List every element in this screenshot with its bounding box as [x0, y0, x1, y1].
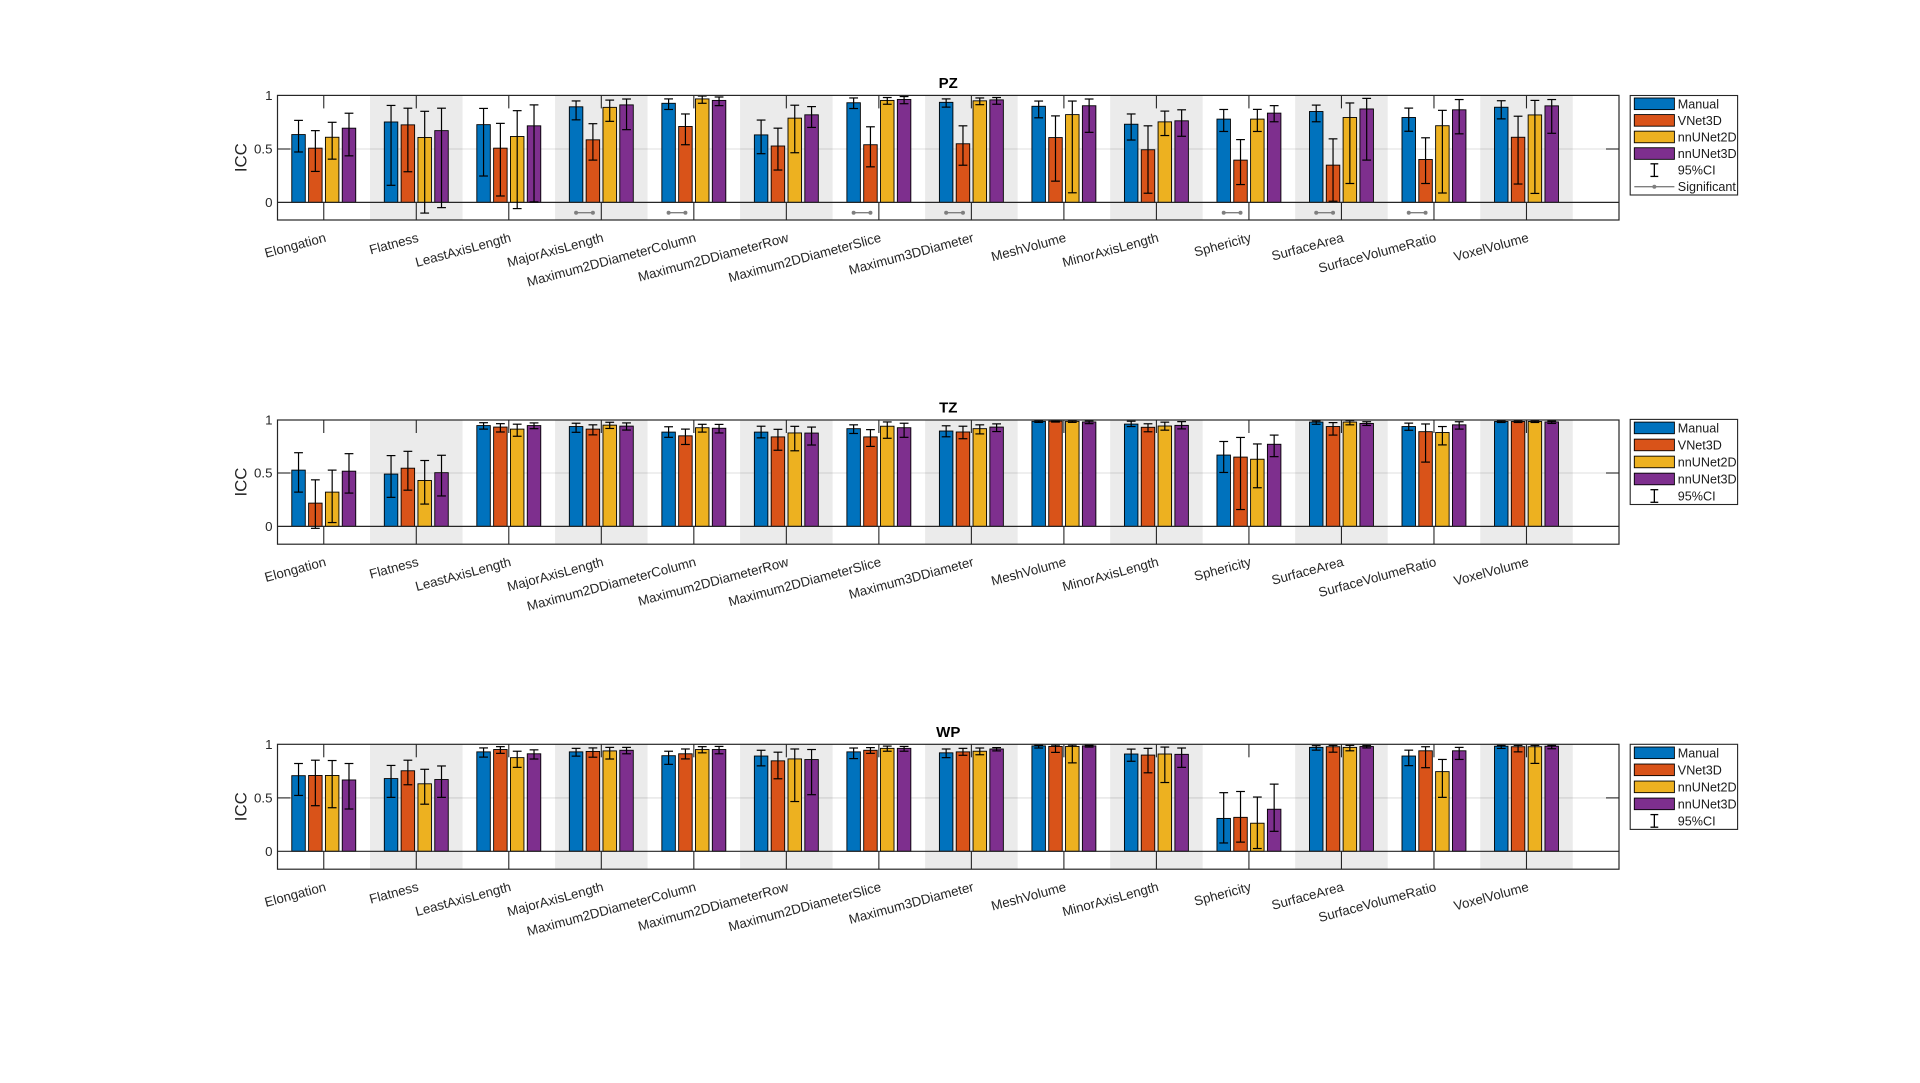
svg-text:VNet3D: VNet3D [1678, 114, 1722, 128]
svg-text:VNet3D: VNet3D [1678, 763, 1722, 777]
svg-text:ICC: ICC [231, 792, 250, 821]
svg-text:1: 1 [265, 413, 272, 428]
svg-text:95%CI: 95%CI [1678, 814, 1716, 828]
svg-text:0.5: 0.5 [254, 791, 273, 806]
svg-text:1: 1 [265, 737, 272, 752]
svg-text:WP: WP [936, 724, 960, 741]
svg-text:nnUNet3D: nnUNet3D [1678, 147, 1737, 161]
svg-text:95%CI: 95%CI [1678, 164, 1716, 178]
svg-text:nnUNet3D: nnUNet3D [1678, 797, 1737, 811]
svg-text:PZ: PZ [939, 75, 958, 92]
svg-text:Significant: Significant [1678, 180, 1737, 194]
svg-text:1: 1 [265, 88, 272, 103]
svg-text:ICC: ICC [231, 143, 250, 172]
svg-text:Manual: Manual [1678, 746, 1719, 760]
svg-text:nnUNet3D: nnUNet3D [1678, 472, 1737, 486]
svg-text:TZ: TZ [939, 400, 957, 417]
svg-text:0: 0 [265, 519, 272, 534]
svg-text:0.5: 0.5 [254, 466, 273, 481]
svg-text:0.5: 0.5 [254, 142, 273, 157]
svg-text:ICC: ICC [231, 468, 250, 497]
svg-text:nnUNet2D: nnUNet2D [1678, 780, 1737, 794]
svg-text:nnUNet2D: nnUNet2D [1678, 455, 1737, 469]
svg-text:Manual: Manual [1678, 421, 1719, 435]
svg-text:VNet3D: VNet3D [1678, 438, 1722, 452]
svg-text:nnUNet2D: nnUNet2D [1678, 130, 1737, 144]
svg-text:Manual: Manual [1678, 97, 1719, 111]
svg-text:0: 0 [265, 195, 272, 210]
svg-text:95%CI: 95%CI [1678, 489, 1716, 503]
svg-text:0: 0 [265, 844, 272, 859]
